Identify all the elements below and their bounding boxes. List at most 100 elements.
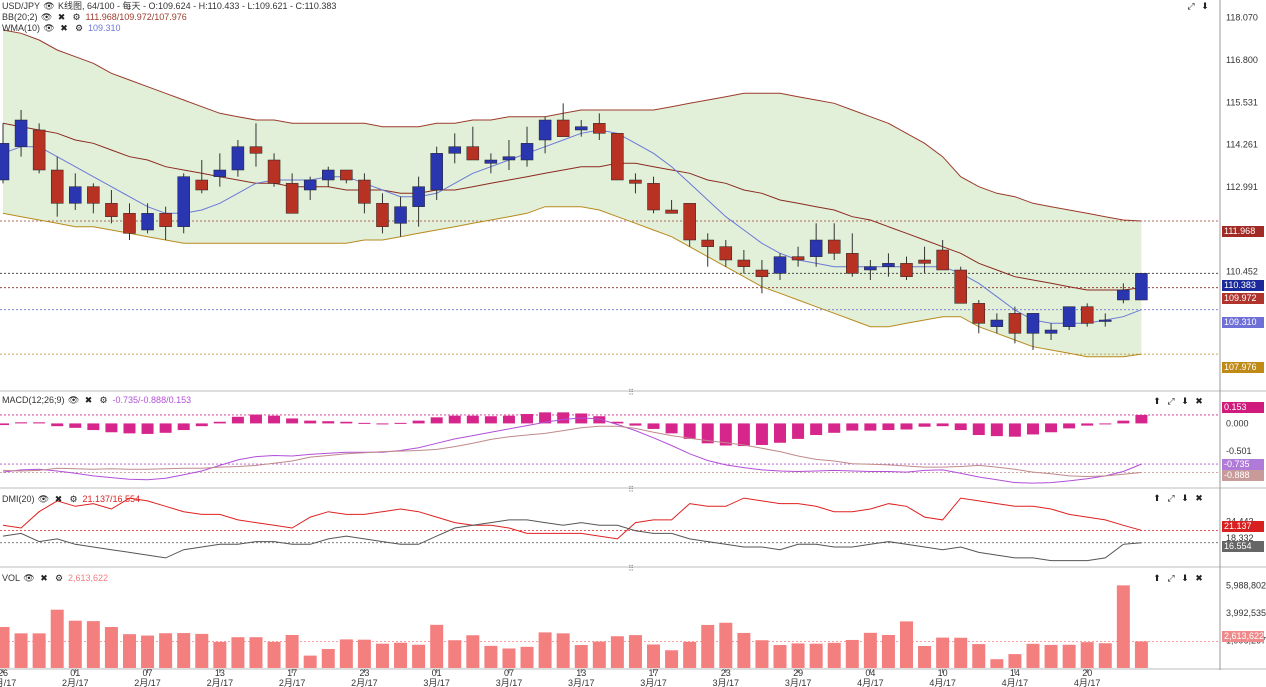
close-icon[interactable]: ✖ — [1195, 493, 1203, 503]
candle-body — [1080, 306, 1094, 324]
close-icon[interactable]: ✖ — [40, 573, 48, 583]
eye-icon[interactable]: 👁 — [67, 395, 80, 405]
x-axis-month-label: 1月/17 — [0, 678, 16, 687]
arrow-down-icon[interactable]: ⬇ — [1181, 493, 1189, 503]
eye-icon[interactable]: 👁 — [43, 23, 55, 33]
x-axis-month-label: 3月/17 — [785, 678, 812, 687]
close-icon[interactable]: ✖ — [54, 494, 63, 504]
symbol-label: USD/JPY — [2, 1, 41, 11]
x-axis-day-label: 23 — [359, 668, 369, 678]
gear-icon[interactable]: ⚙ — [74, 23, 84, 33]
expand-icon[interactable]: ⤢ — [1167, 493, 1175, 503]
volume-bar — [683, 641, 697, 668]
arrow-down-icon[interactable]: ⬇ — [1181, 573, 1189, 583]
volume-bar — [1062, 644, 1076, 668]
macd-histogram-bar — [521, 414, 534, 424]
macd-histogram-bar — [882, 423, 895, 431]
x-axis-day-label: 01 — [70, 668, 80, 678]
candle-body — [773, 256, 787, 274]
macd-histogram-bar — [0, 423, 9, 426]
x-axis-month-label: 2月/17 — [62, 678, 89, 687]
eye-icon[interactable]: 👁 — [40, 12, 53, 22]
candle-body — [882, 263, 895, 267]
arrow-down-icon[interactable]: ⬇ — [1201, 1, 1209, 11]
macd-histogram-bar — [123, 423, 136, 434]
volume-bar — [592, 641, 606, 668]
x-axis-month-label: 3月/17 — [496, 678, 523, 687]
bb-name: BB(20;2) — [2, 12, 38, 22]
volume-bar — [285, 635, 299, 668]
expand-icon[interactable]: ⤢ — [1187, 1, 1195, 11]
volume-bar — [177, 633, 191, 668]
volume-bar — [538, 632, 552, 668]
signal-line-tag: -0.888 — [1222, 470, 1264, 481]
dmi-plus-tag: 21.137 — [1222, 521, 1264, 532]
macd-histogram-bar — [701, 423, 714, 444]
macd-histogram-bar — [629, 423, 642, 426]
close-icon[interactable]: ✖ — [57, 12, 66, 22]
arrow-up-icon[interactable]: ⬆ — [1153, 493, 1161, 503]
expand-icon[interactable]: ⤢ — [1167, 396, 1175, 406]
candle-body — [701, 239, 714, 247]
volume-bar — [32, 633, 46, 668]
candle-body — [593, 123, 606, 134]
macd-histogram-bar — [394, 422, 407, 424]
close-icon[interactable]: ✖ — [60, 23, 68, 33]
volume-bar — [141, 635, 155, 668]
volume-bar — [448, 640, 462, 668]
x-axis-day-label: 07 — [143, 668, 153, 678]
macd-histogram-bar — [51, 423, 64, 427]
macd-histogram-bar — [846, 423, 859, 431]
macd-histogram-bar — [1099, 423, 1112, 425]
candle-body — [14, 119, 28, 147]
macd-histogram-bar — [231, 416, 244, 424]
macd-histogram-bar — [448, 415, 461, 424]
arrow-up-icon[interactable]: ⬆ — [1153, 396, 1161, 406]
gear-icon[interactable]: ⚙ — [69, 494, 78, 504]
candle-body — [954, 269, 967, 304]
dmi-values: 21.137/16.554 — [82, 494, 141, 504]
close-icon[interactable]: ✖ — [1195, 573, 1203, 583]
arrow-up-icon[interactable]: ⬆ — [1153, 573, 1161, 583]
macd-histogram-bar — [213, 421, 226, 424]
candle-body — [1026, 313, 1040, 334]
candle-body — [719, 246, 733, 261]
candle-body — [1008, 313, 1022, 334]
x-axis-day-label: 26 — [0, 668, 8, 678]
expand-icon[interactable]: ⤢ — [1167, 573, 1175, 583]
macd-histogram-bar — [159, 423, 172, 433]
volume-bar — [520, 646, 534, 668]
volume-bar — [610, 636, 624, 668]
arrow-down-icon[interactable]: ⬇ — [1181, 396, 1189, 406]
dmi-pane-controls: ⬆ ⤢ ⬇ ✖ — [1150, 493, 1206, 504]
eye-icon[interactable]: 👁 — [23, 573, 35, 583]
volume-bar — [719, 622, 733, 668]
volume-bar — [339, 639, 353, 668]
candle-body — [466, 146, 480, 161]
close-icon[interactable]: ✖ — [1195, 396, 1203, 406]
x-axis-day-label: 13 — [215, 668, 225, 678]
candle-body — [900, 263, 913, 277]
macd-histogram-bar — [484, 416, 497, 424]
gear-icon[interactable]: ⚙ — [99, 395, 108, 405]
volume-bar — [484, 645, 498, 668]
bb-values: 111.968/109.972/107.976 — [85, 12, 187, 22]
macd-histogram-bar — [828, 423, 841, 433]
x-axis-day-label: 23 — [721, 668, 731, 678]
x-axis-month-label: 3月/17 — [640, 678, 667, 687]
gear-icon[interactable]: ⚙ — [72, 12, 81, 22]
macd-histogram-bar — [376, 423, 389, 425]
x-axis-month-label: 3月/17 — [568, 678, 595, 687]
candle-body — [864, 266, 877, 271]
macd-histogram-bar — [141, 423, 154, 434]
x-axis-month-label: 2月/17 — [351, 678, 378, 687]
gear-icon[interactable]: ⚙ — [54, 573, 64, 583]
eye-icon[interactable]: 👁 — [43, 1, 55, 11]
macd-histogram-bar — [539, 412, 552, 424]
close-icon[interactable]: ✖ — [84, 395, 93, 405]
volume-bar — [647, 644, 661, 668]
macd-histogram-bar — [33, 422, 46, 424]
candle-body — [285, 183, 299, 214]
eye-icon[interactable]: 👁 — [37, 494, 50, 504]
